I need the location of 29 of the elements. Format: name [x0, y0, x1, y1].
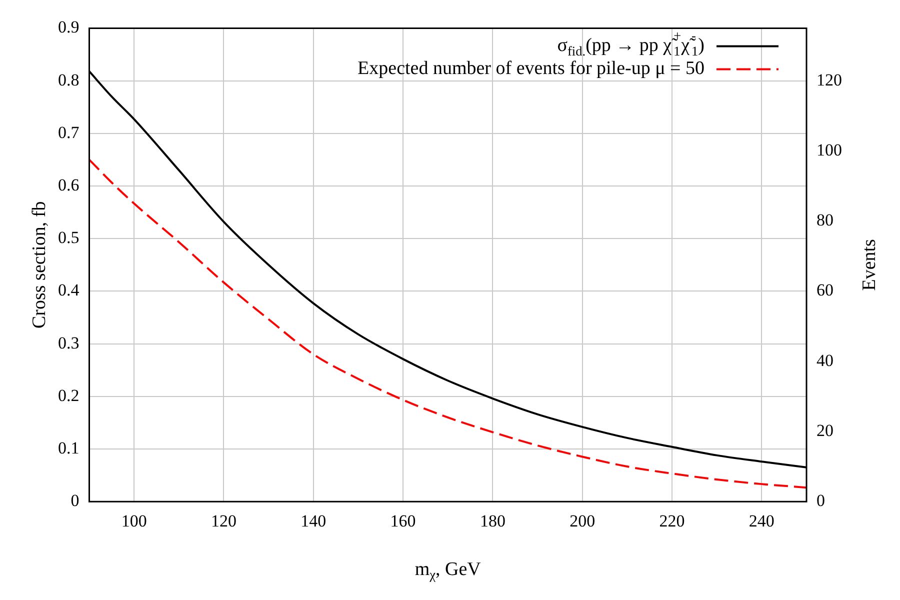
y-tick-label: 0.6 [58, 175, 80, 194]
legend-label: Expected number of events for pile-up μ = 50 [358, 58, 705, 80]
x-tick-label: 140 [300, 511, 326, 530]
line-series [89, 158, 806, 489]
y2-tick-label: 100 [816, 140, 842, 160]
y-tick-label: 0 [70, 491, 80, 510]
y-tick-label: 0.3 [58, 333, 80, 352]
x-tick-label: 240 [748, 511, 774, 530]
y-tick-label: 0.7 [58, 122, 80, 142]
y-tick-label: 0.8 [58, 70, 80, 90]
y2-axis-title: Events [858, 239, 880, 291]
x-tick-label: 120 [210, 511, 236, 530]
y2-tick-label: 40 [816, 350, 834, 370]
y2-tick-label: 0 [816, 491, 825, 510]
y-tick-label: 0.2 [58, 386, 80, 405]
y-axis-title: Cross section, fb [28, 201, 50, 328]
x-tick-label: 160 [390, 511, 416, 530]
y2-tick-label: 120 [816, 70, 842, 90]
y-tick-label: 0.1 [58, 438, 80, 458]
x-tick-label: 220 [659, 511, 685, 530]
y2-tick-label: 80 [816, 210, 834, 230]
y-tick-label: 0.9 [58, 18, 80, 37]
x-tick-label: 180 [480, 511, 506, 530]
x-tick-label: 100 [121, 511, 147, 530]
x-tick-label: 200 [570, 511, 596, 530]
y2-tick-label: 60 [816, 280, 834, 300]
y2-tick-label: 20 [816, 420, 834, 440]
y-tick-label: 0.4 [58, 280, 80, 300]
y-tick-label: 0.5 [58, 228, 80, 248]
